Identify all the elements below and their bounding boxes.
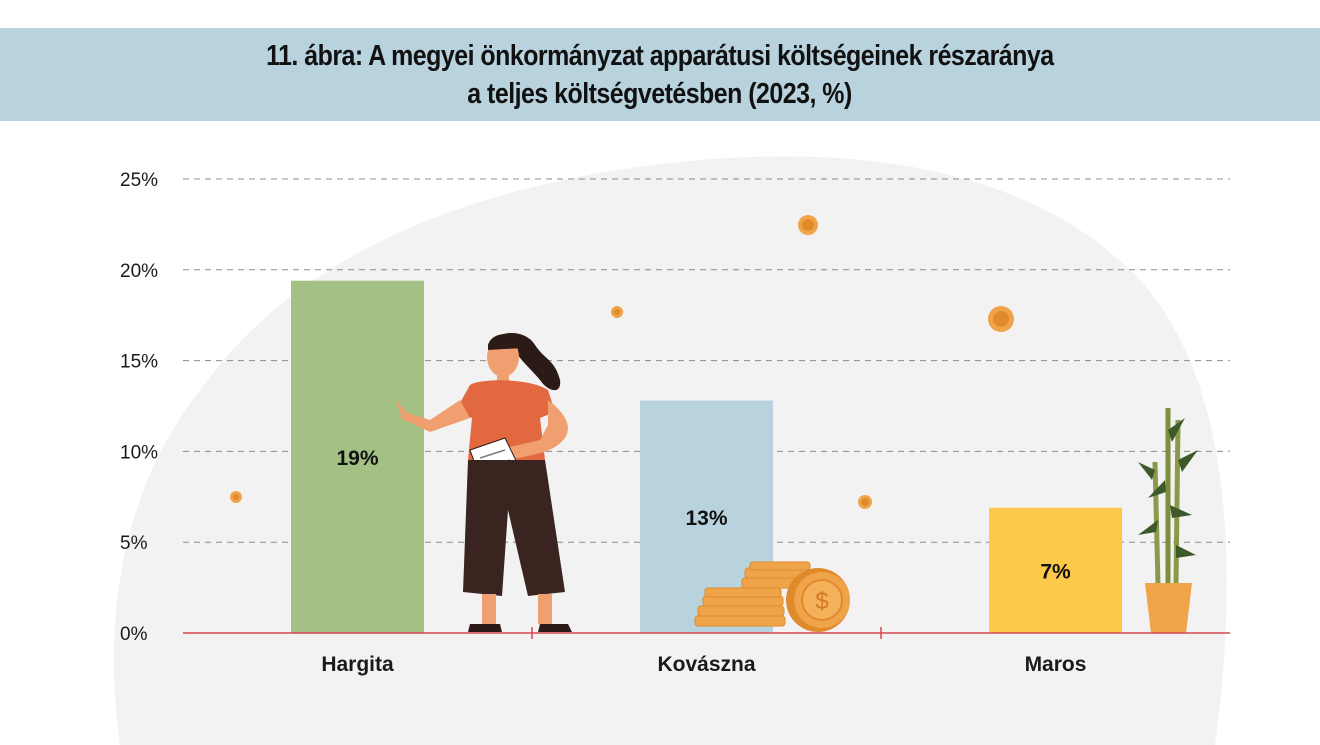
coin-icon xyxy=(611,306,623,318)
coin-icon xyxy=(858,495,872,509)
data-label: 7% xyxy=(1040,560,1071,583)
y-tick-label: 25% xyxy=(120,170,158,191)
data-label: 13% xyxy=(685,507,727,530)
coin-icon xyxy=(230,491,242,503)
coin-stack-icon: $ xyxy=(694,561,850,632)
chart-title-line-1: 11. ábra: A megyei önkormányzat apparátu… xyxy=(266,39,1054,72)
woman-illustration-icon xyxy=(396,332,572,632)
y-tick-label: 5% xyxy=(120,533,148,554)
y-tick-label: 0% xyxy=(120,624,148,645)
bar-maros xyxy=(989,507,1122,633)
coin-icon xyxy=(988,306,1014,332)
x-tick-label: Hargita xyxy=(321,653,394,676)
y-tick-label: 10% xyxy=(120,442,158,463)
y-tick-label: 20% xyxy=(120,261,158,282)
title-band: 11. ábra: A megyei önkormányzat apparátu… xyxy=(0,28,1320,121)
x-tick-label: Maros xyxy=(1025,653,1087,676)
data-label: 19% xyxy=(336,447,378,470)
x-axis xyxy=(183,627,1230,639)
x-axis-categories: Hargita Kovászna Maros xyxy=(321,653,1086,676)
x-tick-label: Kovászna xyxy=(657,653,755,676)
bar-hargita xyxy=(291,280,424,633)
chart-title-line-2: a teljes költségvetésben (2023, %) xyxy=(467,77,853,110)
y-axis-ticks: 0% 5% 10% 15% 20% 25% xyxy=(120,170,158,645)
y-tick-label: 15% xyxy=(120,352,158,373)
potted-plant-icon xyxy=(1138,408,1198,633)
coin-icon xyxy=(798,215,818,235)
svg-text:$: $ xyxy=(815,588,828,615)
